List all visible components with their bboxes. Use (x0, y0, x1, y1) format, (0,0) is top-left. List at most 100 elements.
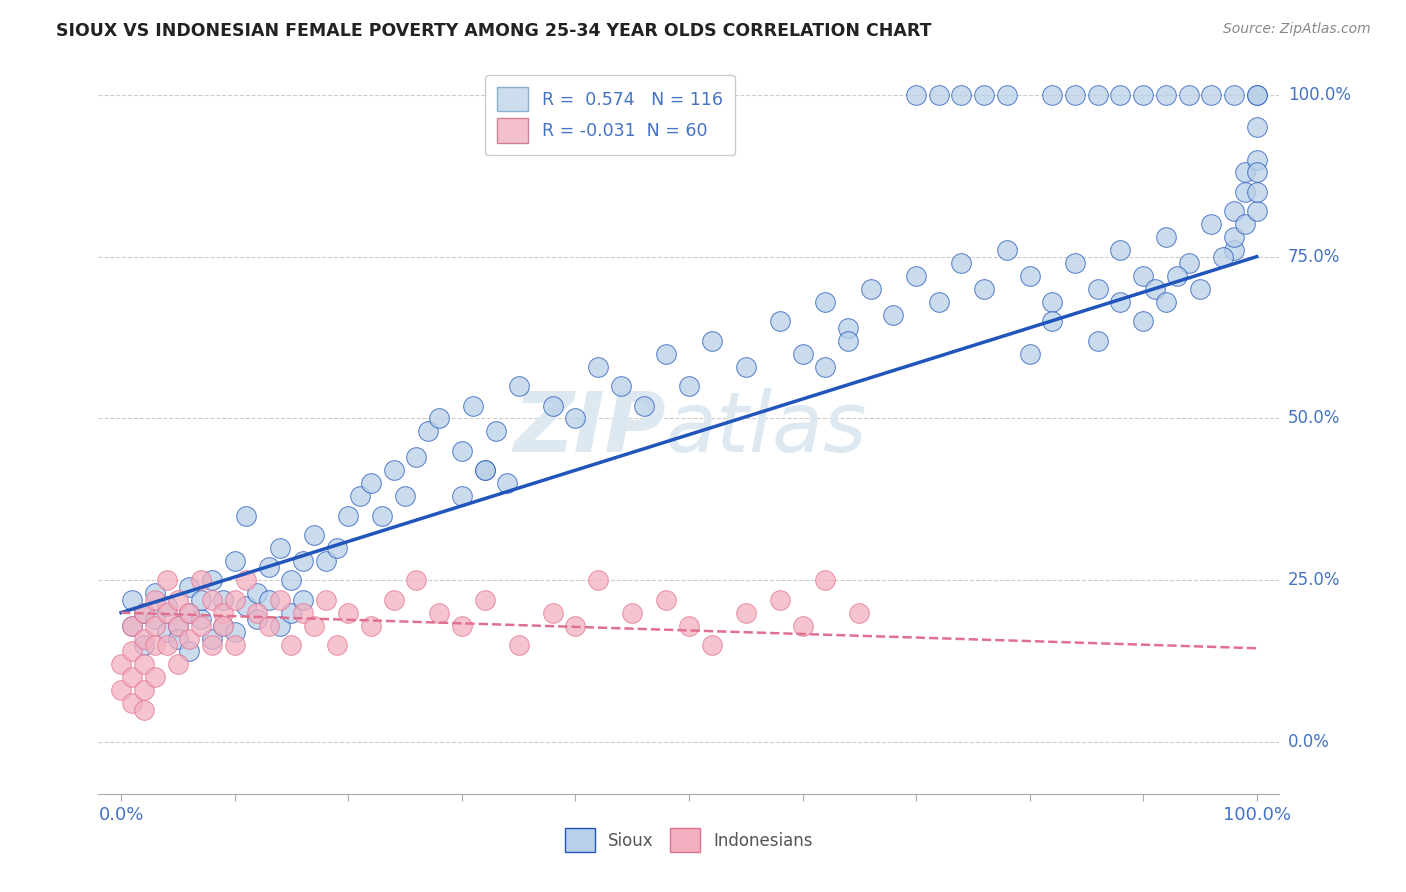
Point (427, 411, 450, 425)
Point (291, 592, 314, 607)
Point (155, 606, 177, 620)
Point (121, 618, 143, 632)
Point (859, 282, 882, 296)
Point (132, 683, 155, 698)
Point (224, 638, 246, 652)
Point (586, 574, 609, 588)
Point (1132, 268, 1154, 283)
Point (1132, 314, 1154, 328)
Point (132, 632, 155, 646)
Point (1246, 87, 1268, 102)
Point (246, 586, 269, 600)
Point (269, 618, 291, 632)
Point (167, 657, 190, 672)
Point (541, 399, 564, 413)
Point (179, 606, 201, 620)
Point (280, 606, 302, 620)
Point (848, 606, 870, 620)
Point (201, 632, 224, 646)
Point (201, 592, 224, 607)
Point (814, 359, 837, 374)
Point (1109, 294, 1132, 309)
Point (792, 347, 814, 361)
Point (315, 554, 337, 568)
Point (1166, 268, 1188, 283)
Point (143, 670, 166, 684)
Point (950, 256, 973, 270)
Text: 75.0%: 75.0% (1288, 248, 1340, 266)
Point (1040, 294, 1063, 309)
Point (541, 606, 564, 620)
Point (769, 314, 792, 328)
Point (1109, 243, 1132, 257)
Point (326, 541, 349, 555)
Point (337, 606, 360, 620)
Point (269, 541, 291, 555)
Point (792, 618, 814, 632)
Point (315, 592, 337, 607)
Point (132, 638, 155, 652)
Point (212, 618, 235, 632)
Point (905, 87, 928, 102)
Point (190, 592, 212, 607)
Point (224, 554, 246, 568)
Point (235, 574, 257, 588)
Point (700, 638, 723, 652)
Point (246, 612, 269, 626)
Point (564, 411, 586, 425)
Point (621, 606, 644, 620)
Point (734, 606, 756, 620)
Point (655, 592, 678, 607)
Point (235, 508, 257, 523)
Text: atlas: atlas (665, 388, 868, 468)
Point (1223, 230, 1246, 244)
Point (360, 618, 382, 632)
Point (1087, 87, 1109, 102)
Point (1154, 230, 1177, 244)
Point (179, 606, 201, 620)
Text: 100.0%: 100.0% (1288, 86, 1351, 103)
Point (1246, 185, 1268, 199)
Point (405, 574, 427, 588)
Point (235, 599, 257, 614)
Point (1246, 120, 1268, 135)
Point (257, 618, 280, 632)
Point (360, 476, 382, 491)
Point (167, 618, 190, 632)
Point (326, 638, 349, 652)
Point (928, 87, 950, 102)
Point (1132, 87, 1154, 102)
Point (349, 489, 371, 503)
Point (485, 425, 508, 439)
Point (1201, 217, 1223, 231)
Text: SIOUX VS INDONESIAN FEMALE POVERTY AMONG 25-34 YEAR OLDS CORRELATION CHART: SIOUX VS INDONESIAN FEMALE POVERTY AMONG… (56, 22, 932, 40)
Point (633, 399, 655, 413)
Point (905, 268, 928, 283)
Point (1177, 256, 1199, 270)
Point (1234, 185, 1257, 199)
Point (190, 618, 212, 632)
Point (382, 592, 405, 607)
Point (132, 703, 155, 717)
Point (450, 443, 472, 458)
Point (700, 334, 723, 348)
Point (508, 638, 530, 652)
Point (586, 359, 609, 374)
Point (121, 618, 143, 632)
Point (610, 379, 633, 393)
Point (212, 618, 235, 632)
Point (155, 625, 177, 640)
Point (1201, 87, 1223, 102)
Point (427, 606, 450, 620)
Point (1040, 314, 1063, 328)
Point (1040, 87, 1063, 102)
Point (416, 425, 439, 439)
Point (246, 606, 269, 620)
Point (110, 683, 132, 698)
Point (474, 463, 496, 477)
Point (474, 463, 496, 477)
Text: 0.0%: 0.0% (1288, 733, 1330, 751)
Point (212, 592, 235, 607)
Point (928, 294, 950, 309)
Point (1223, 243, 1246, 257)
